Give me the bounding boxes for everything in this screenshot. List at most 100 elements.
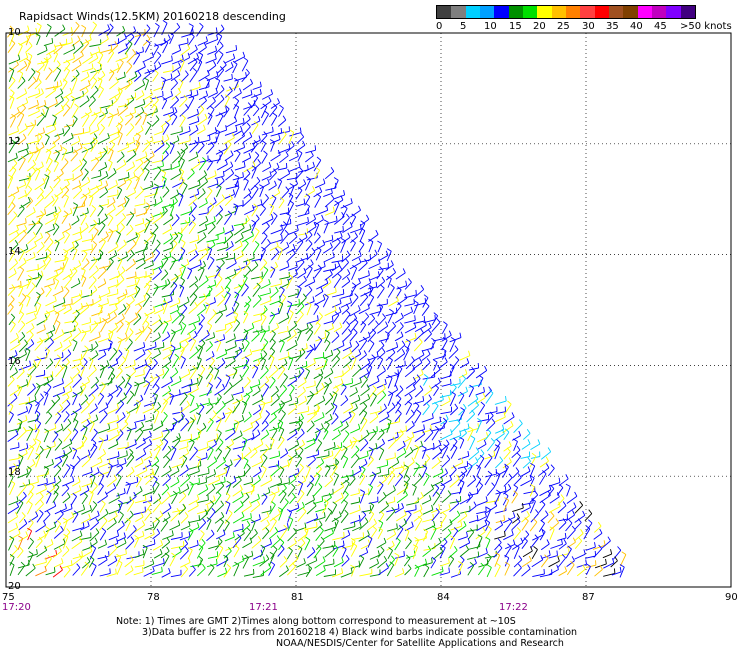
wind-barb <box>242 485 255 495</box>
wind-barb <box>53 42 63 55</box>
wind-barb <box>79 158 87 172</box>
wind-barb <box>45 81 59 90</box>
wind-barb <box>225 168 235 181</box>
wind-barb <box>269 501 276 515</box>
wind-barb <box>250 447 258 459</box>
wind-barb <box>9 113 17 128</box>
wind-barb <box>252 151 260 164</box>
wind-barb <box>72 374 82 388</box>
wind-barb <box>260 305 268 317</box>
wind-barb <box>422 513 434 523</box>
wind-barb <box>252 81 262 90</box>
wind-barb <box>341 303 350 315</box>
wind-barb <box>421 349 431 361</box>
wind-barb <box>261 493 268 505</box>
wind-barb <box>180 511 189 524</box>
wind-barb <box>423 374 429 386</box>
wind-barb <box>261 383 270 398</box>
wind-barb <box>305 285 313 298</box>
wind-barb <box>315 246 322 261</box>
wind-barb <box>378 262 389 271</box>
wind-barb <box>116 289 128 299</box>
wind-barb <box>124 555 134 568</box>
wind-barb <box>115 548 127 558</box>
wind-barb <box>250 412 262 425</box>
wind-barb <box>26 426 34 442</box>
wind-barb <box>287 516 294 531</box>
wind-barb <box>352 521 362 532</box>
wind-barb <box>162 474 171 487</box>
wind-barb <box>278 331 291 343</box>
wind-barb <box>79 222 89 234</box>
wind-barb <box>223 73 233 82</box>
wind-barb <box>376 266 384 280</box>
wind-barb <box>278 459 290 470</box>
wind-barb <box>413 473 423 486</box>
wind-barb <box>322 428 329 440</box>
wind-barb <box>27 282 36 296</box>
wind-barb <box>70 428 79 442</box>
wind-barb <box>171 324 183 335</box>
wind-barb <box>306 247 316 261</box>
wind-barb <box>268 561 276 576</box>
wind-barb <box>297 419 304 432</box>
wind-barb <box>242 310 249 324</box>
wind-barb <box>135 90 145 101</box>
wind-barb <box>142 52 154 63</box>
wind-barb <box>97 350 107 361</box>
wind-barb <box>180 43 191 56</box>
wind-barb <box>214 170 225 180</box>
wind-barb <box>178 491 187 504</box>
wind-barb <box>205 341 213 352</box>
wind-barb <box>198 216 209 227</box>
wind-barb <box>412 462 420 477</box>
wind-barb <box>8 248 15 262</box>
wind-barb <box>17 149 29 162</box>
wind-barb <box>134 186 144 199</box>
wind-barb <box>54 558 64 568</box>
wind-barb <box>286 428 298 441</box>
wind-barb <box>458 466 468 478</box>
wind-barb <box>224 94 230 108</box>
wind-barb <box>52 430 59 443</box>
wind-barb <box>223 230 234 245</box>
wind-barb <box>323 492 332 504</box>
wind-barb <box>108 429 120 442</box>
wind-barb <box>9 280 22 290</box>
wind-barb <box>449 499 460 513</box>
wind-barb <box>35 393 44 407</box>
wind-barb <box>133 342 146 352</box>
wind-barb <box>9 258 18 271</box>
wind-barb <box>332 391 338 404</box>
wind-barb <box>574 537 583 549</box>
wind-barb <box>241 432 255 443</box>
wind-barb <box>180 539 189 551</box>
wind-barb <box>503 512 516 524</box>
wind-barb <box>367 351 379 361</box>
wind-barb <box>323 367 334 379</box>
wind-barb <box>44 477 56 487</box>
wind-barb <box>8 54 21 65</box>
wind-barb <box>405 356 415 370</box>
wind-barb <box>286 562 296 576</box>
wind-barb <box>280 498 289 513</box>
wind-barb <box>224 150 234 162</box>
wind-barb <box>214 367 220 380</box>
colorbar-label: 45 <box>654 21 667 32</box>
wind-barb <box>431 394 444 405</box>
wind-barb <box>234 233 244 244</box>
wind-barb <box>171 87 182 101</box>
wind-barb <box>81 492 88 505</box>
wind-barb <box>251 514 261 524</box>
wind-barb <box>144 218 151 234</box>
wind-barb <box>72 169 84 182</box>
wind-barb <box>521 439 531 450</box>
wind-barb <box>189 393 195 407</box>
wind-barb <box>243 386 253 398</box>
wind-barb <box>279 339 285 353</box>
wind-barb <box>135 167 145 182</box>
wind-barb <box>81 325 91 334</box>
wind-barb <box>424 385 433 396</box>
wind-barb <box>71 492 77 506</box>
wind-barb <box>9 480 16 496</box>
